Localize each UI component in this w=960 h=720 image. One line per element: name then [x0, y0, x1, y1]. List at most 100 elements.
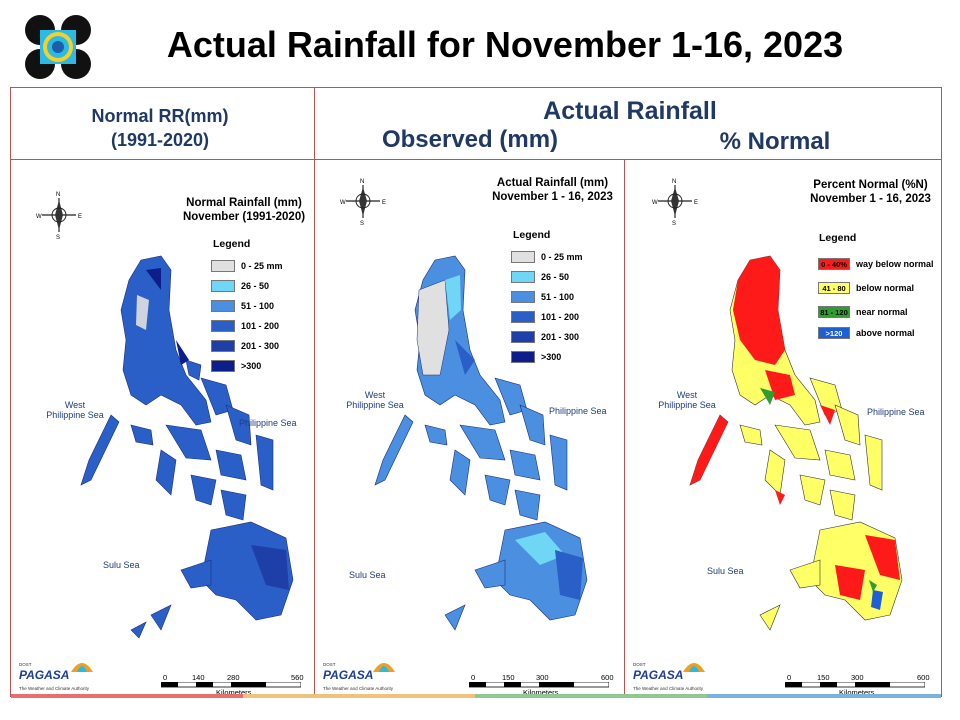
legend-swatch — [511, 351, 535, 363]
svg-text:N: N — [360, 179, 364, 185]
legend-swatch — [511, 311, 535, 323]
footer-brand: PAGASA — [323, 668, 374, 682]
observed-legend-item: 51 - 100 — [511, 290, 574, 304]
scale-tick: 150 — [817, 673, 830, 682]
compass-icon — [346, 185, 380, 218]
scale-unit: Kilometers — [839, 688, 875, 696]
legend-label: 201 - 300 — [241, 341, 280, 351]
legend-label: 101 - 200 — [541, 312, 580, 322]
normal-legend-item: >300 — [211, 359, 261, 373]
legend-swatch — [211, 340, 235, 352]
scale-tick: 280 — [227, 673, 240, 682]
normal-legend-item: 201 - 300 — [211, 339, 279, 353]
legend-label: 0 - 25 mm — [241, 261, 283, 271]
legend-swatch — [211, 300, 235, 312]
header-divider — [10, 159, 942, 160]
observed-legend-item: 101 - 200 — [511, 310, 579, 324]
sea-label-line1: West — [676, 390, 698, 400]
svg-text:E: E — [382, 200, 386, 206]
philippine-sea-label: Philippine Sea — [549, 406, 607, 416]
actual-rainfall-header: Actual Rainfall — [543, 97, 717, 125]
footer-brand: PAGASA — [633, 668, 684, 682]
sea-label-line2: Philippine Sea — [658, 400, 716, 410]
observed-legend-item: >300 — [511, 350, 561, 364]
legend-label: way below normal — [856, 259, 934, 269]
pagasa-logo — [24, 14, 92, 80]
legend-swatch: >120 — [818, 327, 850, 339]
scale-tick: 0 — [471, 673, 476, 682]
percent-map-title-line1: Percent Normal (%N) — [813, 179, 928, 191]
normal-header: Normal RR(mm) (1991-2020) — [40, 104, 280, 152]
legend-swatch — [511, 251, 535, 263]
observed-legend-item: 0 - 25 mm — [511, 250, 583, 264]
scale-tick: 560 — [291, 673, 304, 682]
normal-legend-item: 51 - 100 — [211, 299, 274, 313]
footer-color-bar — [11, 694, 243, 698]
svg-text:W: W — [652, 200, 658, 206]
footer-tagline: The Weather and Climate Authority — [19, 686, 89, 691]
philippine-sea-label: Philippine Sea — [239, 418, 297, 428]
legend-label: near normal — [856, 307, 908, 317]
slide-title: Actual Rainfall for November 1-16, 2023 — [166, 24, 844, 65]
normal-legend-item: 0 - 25 mm — [211, 259, 283, 273]
svg-text:W: W — [36, 214, 42, 220]
svg-text:W: W — [340, 200, 346, 206]
svg-text:S: S — [672, 221, 676, 227]
percent-normal-header: % Normal — [719, 128, 831, 155]
dost-label: DOST — [633, 662, 646, 667]
normal-map-title-line2: November (1991-2020) — [182, 211, 306, 223]
footer-color-bar — [707, 694, 941, 698]
legend-label: >300 — [241, 361, 262, 371]
dost-label: DOST — [19, 662, 32, 667]
svg-text:S: S — [56, 235, 60, 241]
observed-legend-item: 26 - 50 — [511, 270, 569, 284]
legend-swatch — [211, 360, 235, 372]
percent-legend-item: 41 - 80 below normal — [818, 281, 914, 295]
observed-map-title-line2: November 1 - 16, 2023 — [492, 191, 613, 203]
observed-map-title-line1: Actual Rainfall (mm) — [496, 177, 609, 189]
scale-tick: 150 — [502, 673, 515, 682]
scale-tick: 300 — [851, 673, 864, 682]
observed-legend-item: 201 - 300 — [511, 330, 579, 344]
normal-legend-item: 101 - 200 — [211, 319, 279, 333]
normal-legend-title: Legend — [213, 238, 251, 250]
svg-text:E: E — [78, 214, 82, 220]
legend-swatch: 0 - 40% — [818, 258, 850, 270]
scale-bar — [785, 682, 925, 688]
observed-map-title: Actual Rainfall (mm) November 1 - 16, 20… — [485, 176, 620, 204]
umbrella-icon — [373, 663, 395, 672]
scale-unit: Kilometers — [216, 688, 252, 696]
scale-tick: 600 — [917, 673, 930, 682]
umbrella-icon — [683, 663, 705, 672]
umbrella-icon — [71, 663, 93, 672]
normal-map-title-line1: Normal Rainfall (mm) — [186, 197, 302, 209]
legend-swatch: 81 - 120 — [818, 306, 850, 318]
legend-swatch — [511, 271, 535, 283]
footer-color-bar — [475, 694, 707, 698]
scale-unit: Kilometers — [523, 688, 559, 696]
svg-text:N: N — [672, 179, 676, 185]
legend-label: >300 — [541, 352, 562, 362]
scale-tick: 0 — [787, 673, 792, 682]
sea-label-line1: West — [64, 400, 86, 410]
sea-label-line2: Philippine Sea — [46, 410, 104, 420]
legend-label: 51 - 100 — [241, 301, 275, 311]
scale-tick: 140 — [192, 673, 205, 682]
dost-label: DOST — [323, 662, 336, 667]
sea-label-line1: West — [364, 390, 386, 400]
legend-label: below normal — [856, 283, 915, 293]
normal-header-line2: (1991-2020) — [110, 130, 210, 150]
sulu-sea-label: Sulu Sea — [103, 560, 140, 570]
normal-legend-item: 26 - 50 — [211, 279, 269, 293]
legend-label: 26 - 50 — [541, 272, 570, 282]
panel-divider-2 — [624, 159, 625, 697]
scale-tick: 300 — [536, 673, 549, 682]
scale-bar — [161, 682, 301, 688]
observed-rainfall-map: N S W E — [340, 179, 588, 631]
percent-legend-title: Legend — [819, 232, 857, 244]
svg-text:S: S — [360, 221, 364, 227]
svg-text:E: E — [694, 200, 698, 206]
west-philippine-sea-label: West Philippine Sea — [655, 390, 719, 410]
sulu-sea-label: Sulu Sea — [707, 566, 744, 576]
compass-icon — [658, 185, 692, 218]
